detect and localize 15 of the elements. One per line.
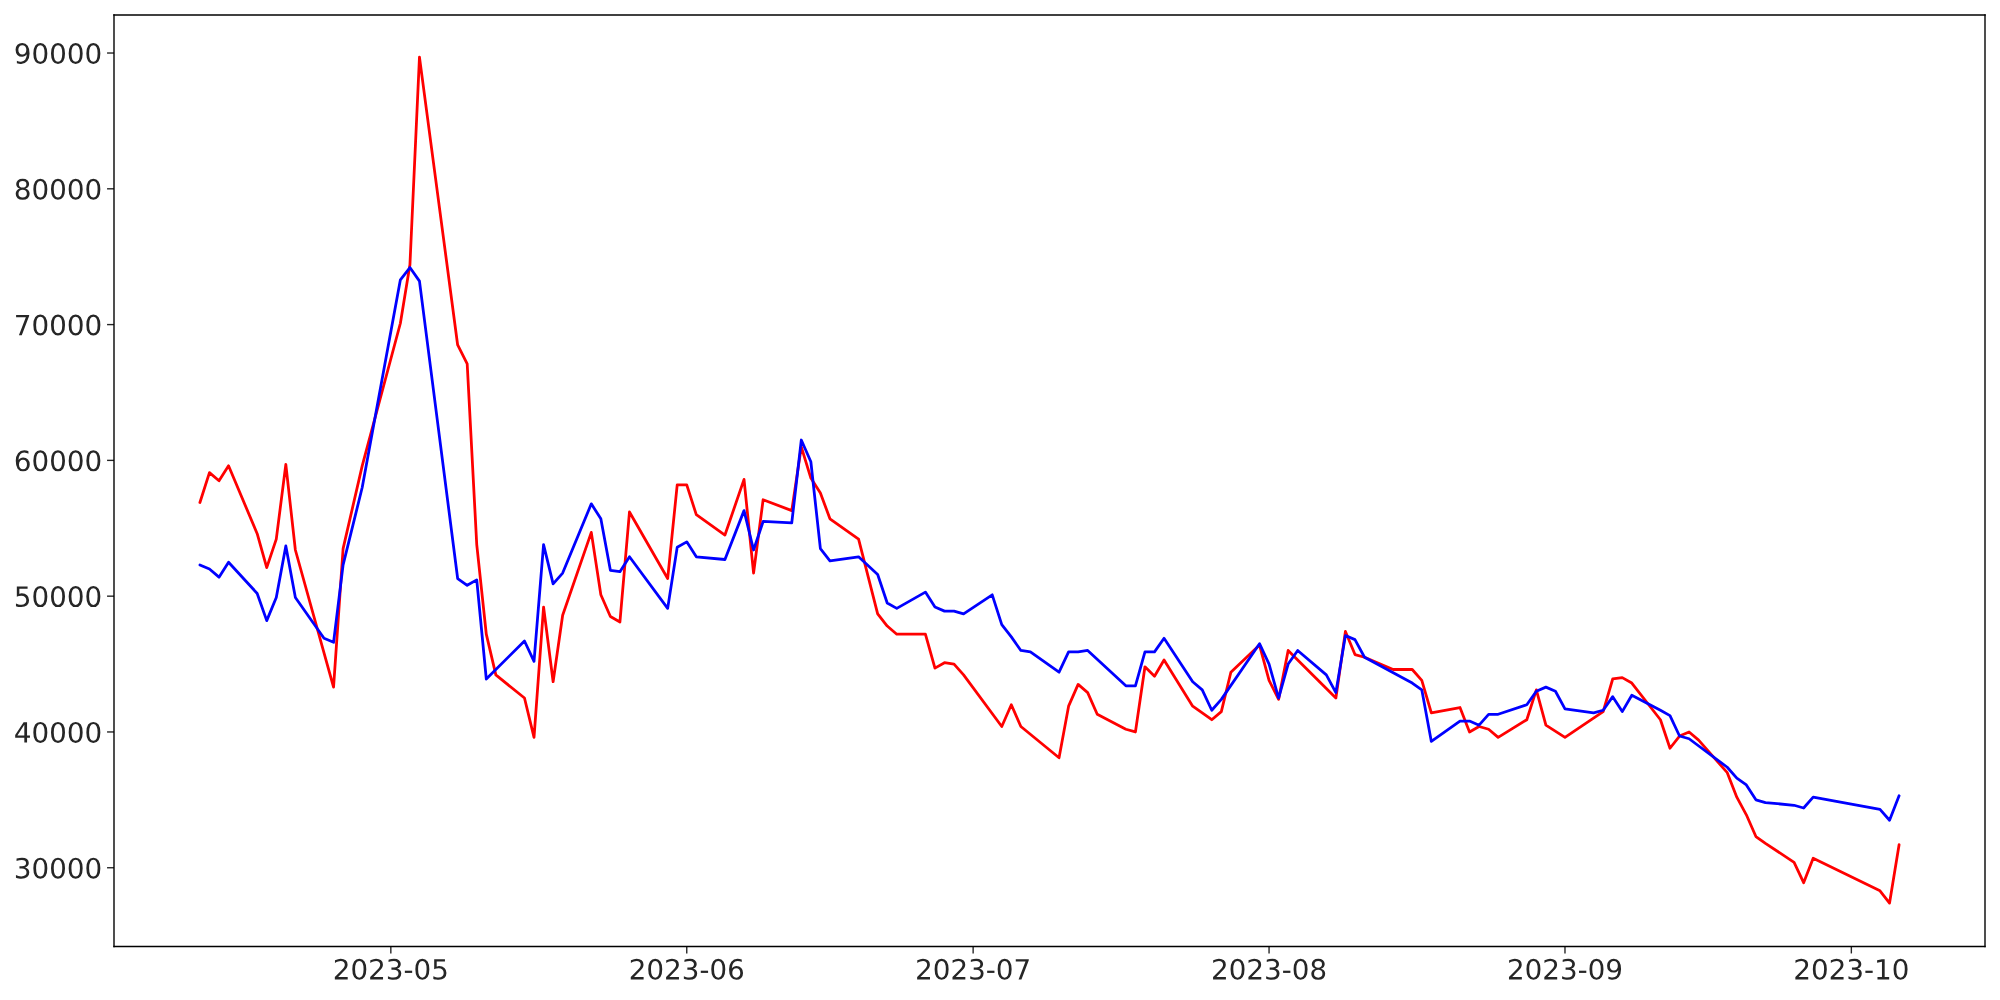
y-tick-label: 90000	[15, 42, 101, 64]
line-series	[198, 55, 1901, 905]
y-tick-label: 40000	[15, 721, 101, 743]
y-tick-label: 60000	[15, 450, 101, 472]
y-tick-label: 70000	[16, 314, 101, 336]
x-tick-label: 2023-10	[1795, 958, 1908, 980]
y-tick-label: 30000	[15, 857, 101, 879]
y-tick-label: 80000	[15, 178, 101, 200]
x-tick-label: 2023-08	[1213, 958, 1326, 980]
line-series	[198, 266, 1901, 822]
y-tick-label: 50000	[15, 586, 101, 608]
x-tick-label: 2023-06	[630, 958, 744, 980]
x-tick-label: 2023-09	[1508, 958, 1622, 980]
x-tick-label: 2023-05	[334, 958, 447, 980]
x-tick-label: 2023-07	[917, 958, 1029, 980]
